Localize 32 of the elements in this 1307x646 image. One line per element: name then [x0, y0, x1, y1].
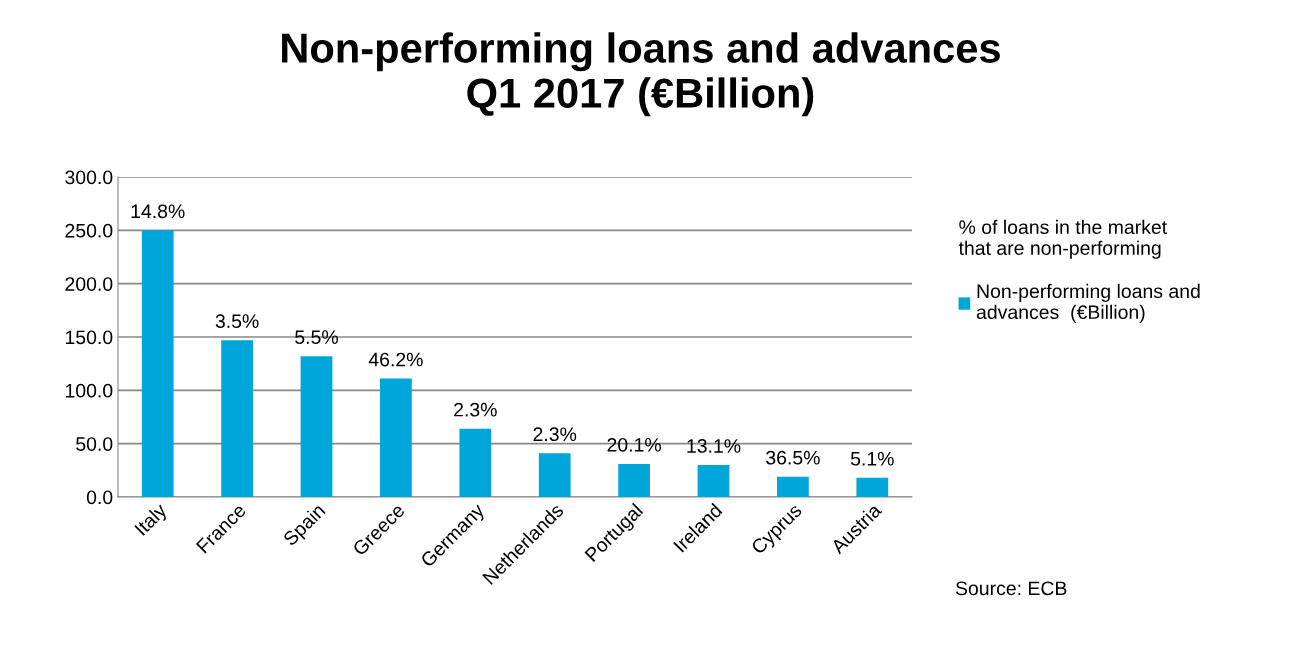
y-tick-label: 250.0: [65, 223, 113, 238]
annotation: 14.8%: [131, 204, 185, 219]
annotation: 36.5%: [766, 450, 820, 465]
annotation: 5.1%: [850, 451, 894, 466]
legend-title: % of loans in the market that are non-performing: [958, 219, 1167, 259]
bar: [300, 356, 333, 497]
bar: [538, 453, 571, 497]
y-tick-label: 150.0: [65, 330, 113, 345]
annotation: 20.1%: [607, 437, 661, 452]
bar: [380, 378, 412, 497]
bar: [618, 463, 650, 497]
annotation: 46.2%: [368, 352, 423, 367]
bar: [697, 465, 730, 497]
y-tick-label: 100.0: [65, 383, 113, 398]
bar: [459, 428, 492, 497]
annotation: 13.1%: [687, 439, 741, 453]
bar: [221, 340, 253, 497]
bar: [856, 477, 889, 497]
bar: [777, 476, 809, 497]
annotation: 3.5%: [215, 314, 259, 329]
y-tick-label: 200.0: [65, 277, 113, 291]
legend-label: Non-performing loans and advances (€Billion): [976, 283, 1200, 323]
y-tick-label: 50.0: [76, 437, 113, 451]
y-tick-label: 300.0: [65, 170, 113, 185]
annotation: 2.3%: [454, 402, 497, 417]
y-tick-label: 0.0: [86, 490, 113, 505]
x-tick-label: Italy: [133, 501, 171, 539]
chart-title: Non-performing loans and advances Q1 2017 (€Billion): [282, 32, 1000, 117]
source-note: Source: ECB: [955, 581, 1067, 596]
bar: [141, 230, 174, 497]
annotation: 2.3%: [533, 427, 577, 442]
annotation: 5.5%: [295, 330, 338, 345]
